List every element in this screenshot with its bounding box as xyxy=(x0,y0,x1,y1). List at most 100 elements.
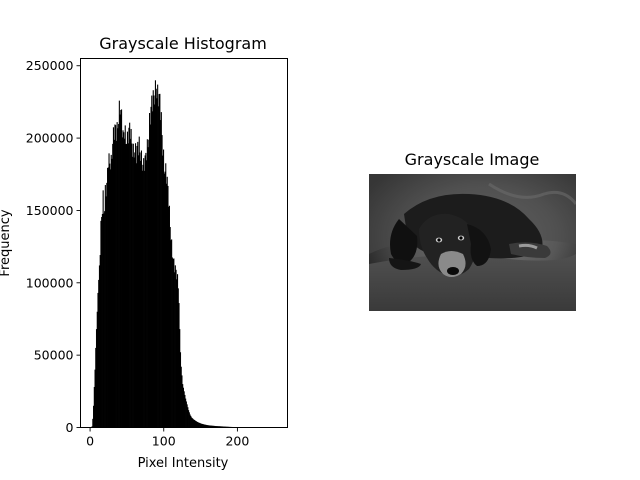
histogram-bar xyxy=(101,213,103,428)
histogram-bar xyxy=(114,124,116,428)
histogram-bar xyxy=(100,220,102,428)
histogram-bar xyxy=(135,143,137,428)
histogram-bar xyxy=(134,152,136,428)
histogram-bar xyxy=(154,104,156,428)
histogram-bar xyxy=(101,217,103,428)
histogram-bar xyxy=(157,106,159,428)
histogram-bar xyxy=(138,136,140,428)
histogram-bar xyxy=(151,95,153,428)
y-tick-label: 50000 xyxy=(34,348,74,363)
histogram-bar xyxy=(146,160,148,428)
histogram-bar xyxy=(168,205,170,428)
y-tick-label: 0 xyxy=(66,420,74,435)
histogram-bar xyxy=(191,417,193,428)
histogram-y-ticks: 0 50000 100000 150000 200000 250000 xyxy=(26,58,81,435)
histogram-x-label: Pixel Intensity xyxy=(138,456,229,471)
histogram-bar xyxy=(207,425,210,428)
histogram-bar xyxy=(182,387,184,428)
histogram-bar xyxy=(164,171,166,428)
image-axes: Grayscale Image xyxy=(369,150,576,311)
histogram-bar xyxy=(136,145,138,428)
histogram-bar xyxy=(160,120,162,428)
histogram-bar xyxy=(193,420,196,428)
histogram-bar xyxy=(142,164,144,428)
histogram-bar xyxy=(137,141,139,428)
histogram-bar xyxy=(204,424,206,428)
histogram-bar xyxy=(178,303,180,428)
histogram-bar xyxy=(194,420,196,428)
histogram-bar xyxy=(112,127,114,428)
histogram-y-label: Frequency xyxy=(0,209,13,276)
histogram-bar xyxy=(123,132,125,428)
histogram-bar xyxy=(110,154,112,428)
histogram-bar xyxy=(214,425,216,428)
histogram-bar xyxy=(149,113,151,428)
y-tick-label: 150000 xyxy=(26,203,74,218)
histogram-bar xyxy=(190,415,192,428)
histogram-bar xyxy=(98,265,101,428)
histogram-bar xyxy=(207,425,209,428)
y-tick-label: 200000 xyxy=(26,131,74,146)
histogram-bar xyxy=(102,190,104,428)
histogram-bar xyxy=(185,401,187,428)
histogram-bar xyxy=(172,258,174,428)
histogram-bar xyxy=(181,375,183,428)
histogram-bar xyxy=(115,125,117,428)
histogram-bar xyxy=(107,167,109,428)
histogram-bar xyxy=(179,352,182,428)
histogram-bars xyxy=(91,80,277,428)
histogram-bar xyxy=(119,114,121,428)
histogram-bar xyxy=(153,95,155,428)
histogram-bar xyxy=(160,112,162,428)
histogram-bar xyxy=(93,405,95,428)
histogram-bar xyxy=(128,127,130,428)
histogram-bar xyxy=(116,122,118,428)
histogram-bar xyxy=(168,206,170,428)
histogram-bar xyxy=(171,239,173,428)
histogram-bar xyxy=(118,100,120,428)
x-tick-label: 0 xyxy=(86,434,94,449)
histogram-bar xyxy=(150,106,152,428)
x-tick-label: 200 xyxy=(225,434,249,449)
histogram-bar xyxy=(117,128,119,428)
histogram-bar xyxy=(98,279,100,428)
histogram-bar xyxy=(186,404,188,428)
histogram-bar xyxy=(210,425,212,428)
histogram-bar xyxy=(216,426,218,428)
histogram-bar xyxy=(132,156,134,428)
histogram-bar xyxy=(143,158,145,428)
histogram-frame xyxy=(80,58,288,428)
histogram-bar xyxy=(188,410,190,428)
histogram-bar xyxy=(208,425,210,428)
histogram-bar xyxy=(220,426,222,428)
histogram-bar xyxy=(174,272,176,428)
image-title: Grayscale Image xyxy=(405,150,540,169)
y-tick-label: 100000 xyxy=(26,275,74,290)
histogram-bar xyxy=(157,84,159,428)
histogram-bar xyxy=(222,426,224,428)
histogram-bar xyxy=(124,125,126,428)
histogram-bar xyxy=(132,143,134,428)
histogram-bar xyxy=(145,152,147,428)
histogram-bar xyxy=(129,138,131,428)
histogram-bar xyxy=(107,167,109,428)
histogram-bar xyxy=(149,124,151,428)
histogram-bar xyxy=(135,163,137,428)
histogram-bar xyxy=(111,158,113,428)
histogram-bar xyxy=(169,227,171,428)
histogram-bar xyxy=(189,414,191,428)
histogram-bar xyxy=(141,170,143,428)
histogram-bar xyxy=(147,147,149,428)
histogram-title: Grayscale Histogram xyxy=(99,34,267,53)
histogram-x-ticks: 0 100 200 xyxy=(86,427,249,449)
histogram-bar xyxy=(120,109,122,428)
histogram-bar xyxy=(103,213,105,428)
histogram-bar xyxy=(95,347,97,428)
histogram-bar xyxy=(91,426,93,428)
histogram-bar xyxy=(204,424,207,428)
histogram-bar xyxy=(95,329,98,428)
histogram-bar xyxy=(92,418,94,428)
histogram-bar xyxy=(195,421,197,428)
histogram-bar xyxy=(159,93,161,428)
histogram-bar xyxy=(113,139,115,428)
